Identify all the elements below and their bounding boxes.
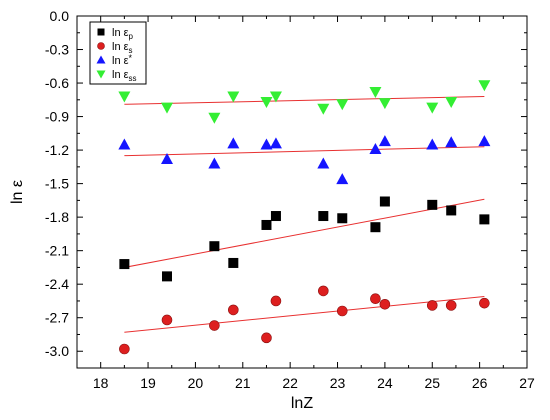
data-point [118, 138, 131, 150]
data-point [227, 137, 240, 149]
data-point [426, 300, 438, 311]
data-point [209, 320, 220, 331]
data-point [119, 259, 130, 270]
data-point [427, 199, 438, 210]
data-point [478, 135, 491, 147]
fit-lines [124, 95, 485, 333]
data-point [426, 102, 439, 114]
x-tick-label: 25 [424, 375, 440, 391]
legend-marker [97, 28, 105, 36]
legend-label: ln ε* [112, 53, 133, 67]
y-tick-label: -0.6 [45, 75, 69, 91]
data-point [370, 222, 381, 233]
data-point [369, 86, 382, 98]
x-tick-label: 18 [93, 375, 109, 391]
legend-label: ln εs [112, 41, 133, 55]
data-point [161, 102, 173, 114]
y-tick-label: -3.0 [45, 343, 69, 359]
x-tick-label: 19 [140, 375, 156, 391]
y-tick-label: -2.4 [45, 276, 69, 292]
y-tick-label: -1.8 [45, 209, 69, 225]
data-point [269, 91, 282, 103]
data-point [161, 153, 173, 165]
data-point [228, 304, 239, 316]
axes: 18 19 20 21 22 23 24 25 26 27 0.0 -0.3 -0.6 -0.9 -1.2 -… [45, 8, 535, 391]
x-tick-label: 24 [377, 375, 393, 391]
x-tick-label: 27 [519, 375, 535, 391]
legend-label: ln εss [112, 69, 137, 83]
data-point [208, 157, 221, 169]
data-point [426, 138, 439, 150]
x-tick-label: 23 [330, 375, 346, 391]
data-point [317, 157, 330, 169]
x-tick-label: 21 [235, 375, 251, 391]
data-point [378, 135, 391, 147]
data-point [445, 97, 458, 109]
data-point [337, 213, 348, 224]
data-point [161, 314, 173, 326]
data-point [318, 285, 329, 297]
data-point [269, 137, 282, 149]
data-point [378, 98, 391, 110]
data-point [370, 293, 381, 305]
y-tick-label: -0.3 [45, 42, 69, 58]
data-markers [118, 80, 491, 355]
data-point [119, 343, 130, 355]
data-point [479, 214, 490, 225]
data-point [228, 257, 239, 268]
fit-line [124, 295, 485, 333]
legend-marker [96, 55, 106, 64]
data-point [260, 97, 273, 109]
x-tick-label: 22 [282, 375, 298, 391]
fit-line [124, 198, 485, 268]
data-point [478, 80, 491, 92]
data-point [445, 300, 457, 311]
y-tick-label: -1.5 [45, 176, 69, 192]
x-axis-title: lnZ [291, 395, 313, 412]
plot-frame [76, 15, 528, 369]
data-point [336, 99, 349, 111]
data-point [446, 205, 457, 216]
data-point [118, 91, 131, 103]
y-tick-label: 0.0 [50, 8, 70, 24]
y-tick-label: -0.9 [45, 109, 69, 125]
x-tick-label: 20 [188, 375, 204, 391]
fit-line [124, 146, 485, 157]
data-point [369, 142, 382, 154]
fit-line [124, 95, 485, 105]
legend-label: ln εp [112, 27, 134, 41]
data-point [445, 136, 458, 148]
y-axis-title: ln ε [9, 180, 26, 204]
data-point [261, 332, 272, 344]
data-point [336, 173, 349, 185]
legend-marker [97, 42, 105, 50]
data-point [209, 241, 220, 252]
y-tick-label: -2.7 [45, 310, 69, 326]
data-point [379, 196, 390, 207]
data-point [270, 295, 282, 307]
y-tick-label: -2.1 [45, 243, 69, 259]
data-point [270, 211, 281, 222]
data-point [379, 299, 391, 310]
data-point [479, 297, 490, 309]
y-tick-label: -1.2 [45, 142, 69, 158]
x-tick-label: 26 [472, 375, 488, 391]
data-point [208, 112, 221, 124]
data-point [336, 305, 348, 317]
data-point [261, 219, 272, 230]
legend-marker [96, 70, 106, 79]
data-point [318, 211, 329, 222]
data-point [317, 103, 330, 115]
data-point [260, 138, 273, 150]
data-point [162, 271, 172, 282]
data-point [227, 91, 240, 103]
